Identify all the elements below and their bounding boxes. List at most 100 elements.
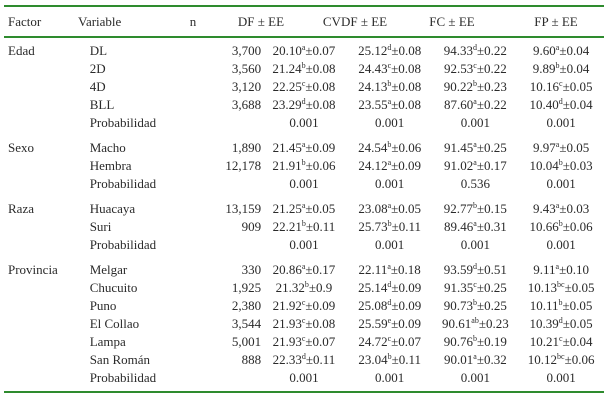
value-cell: 10.12bc±0.06 — [518, 351, 604, 369]
value-cell: 21.93c±0.07 — [261, 333, 347, 351]
significance-letter: a — [387, 262, 391, 271]
factor-cell — [4, 333, 90, 351]
standard-error: ±0.07 — [391, 334, 422, 349]
standard-error: ±0.05 — [562, 298, 593, 313]
value-cell: 94.33d±0.22 — [433, 42, 519, 60]
significance-letter: a — [555, 43, 560, 52]
value-cell: 0.001 — [261, 114, 347, 132]
value-cell: 9.43a±0.03 — [518, 200, 604, 218]
n-cell: 13,159 — [225, 201, 262, 216]
significance-letter: a — [301, 262, 306, 271]
standard-error: ±0.07 — [305, 43, 336, 58]
value-cell: 25.14d±0.09 — [347, 279, 433, 297]
value-cell: 21.93c±0.08 — [261, 315, 347, 333]
mean-value: 10.39 — [529, 316, 559, 331]
mean-value: 9.60 — [533, 43, 556, 58]
significance-letter: b — [558, 219, 563, 228]
significance-letter: c — [301, 334, 306, 343]
factor-cell — [4, 218, 90, 236]
mean-value: 21.93 — [272, 334, 302, 349]
value-cell: 92.77b±0.15 — [433, 200, 519, 218]
variable-cell: El Collao — [89, 316, 140, 331]
factor-cell: Edad — [8, 43, 35, 58]
table-row: BLL 3,688 23.29d±0.08 23.55a±0.08 87.60a±0.2… — [4, 96, 604, 114]
mean-value: 92.53 — [444, 61, 474, 76]
standard-error: ±0.08 — [391, 43, 422, 58]
value-cell: 10.13bc±0.05 — [518, 279, 604, 297]
significance-letter: b — [301, 219, 306, 228]
standard-error: ±0.25 — [477, 298, 507, 313]
value-cell: 22.21b±0.11 — [261, 218, 347, 236]
significance-letter: d — [473, 43, 478, 52]
mean-value: 0.001 — [546, 237, 576, 252]
mean-value: 21.25 — [272, 201, 302, 216]
n-cell — [175, 369, 261, 387]
significance-letter: d — [301, 352, 306, 361]
standard-error: ±0.05 — [559, 140, 590, 155]
value-cell: 22.11a±0.18 — [347, 261, 433, 279]
value-cell: 10.66b±0.06 — [518, 218, 604, 236]
group-spacer — [4, 254, 604, 261]
value-cell: 10.40d±0.04 — [518, 96, 604, 114]
n-cell: 1,925 — [231, 280, 262, 295]
value-cell: 21.25a±0.05 — [261, 200, 347, 218]
significance-letter: bc — [557, 352, 565, 361]
mean-value: 0.001 — [289, 237, 319, 252]
mean-value: 0.001 — [546, 370, 576, 385]
value-cell: 23.08a±0.05 — [347, 200, 433, 218]
value-cell: 21.45a±0.09 — [261, 139, 347, 157]
mean-value: 0.001 — [460, 237, 490, 252]
standard-error: ±0.18 — [390, 262, 421, 277]
value-cell: 24.72c±0.07 — [347, 333, 433, 351]
variable-cell: Probabilidad — [89, 370, 157, 385]
significance-letter: c — [559, 79, 563, 88]
standard-error: ±0.19 — [477, 334, 507, 349]
value-cell: 0.001 — [261, 236, 347, 254]
n-cell: 12,178 — [225, 158, 262, 173]
value-cell: 10.21c±0.04 — [518, 333, 604, 351]
mean-value: 10.13 — [527, 280, 557, 295]
factor-cell — [4, 369, 90, 387]
table-row: 2D 3,560 21.24b±0.08 24.43c±0.08 92.53c±0.22… — [4, 60, 604, 78]
significance-letter: d — [558, 97, 563, 106]
mean-value: 10.11 — [529, 298, 559, 313]
n-cell: 3,688 — [231, 97, 262, 112]
significance-letter: b — [387, 140, 392, 149]
standard-error: ±0.25 — [476, 280, 507, 295]
standard-error: ±0.22 — [476, 97, 507, 112]
mean-value: 20.86 — [272, 262, 302, 277]
factor-cell — [4, 157, 90, 175]
variable-cell: Macho — [89, 140, 126, 155]
value-cell: 9.89b±0.04 — [518, 60, 604, 78]
standard-error: ±0.08 — [391, 61, 422, 76]
significance-letter: b — [558, 298, 563, 307]
standard-error: ±0.06 — [564, 352, 595, 367]
variable-cell: Probabilidad — [89, 237, 157, 252]
factor-cell — [4, 175, 90, 193]
mean-value: 0.001 — [289, 176, 319, 191]
mean-value: 24.54 — [358, 140, 388, 155]
value-cell: 24.13b±0.08 — [347, 78, 433, 96]
variable-cell: San Román — [89, 352, 151, 367]
significance-letter: a — [473, 219, 477, 228]
factor-cell: Raza — [8, 201, 34, 216]
variable-cell: BLL — [89, 97, 115, 112]
mean-value: 0.001 — [289, 115, 319, 130]
factor-cell — [4, 236, 90, 254]
value-cell: 10.16c±0.05 — [518, 78, 604, 96]
standard-error: ±0.05 — [562, 79, 593, 94]
header-df: DF ± EE — [237, 14, 285, 29]
table-row: Raza Huacaya 13,159 21.25a±0.05 23.08a±0.05 9… — [4, 200, 604, 218]
factor-cell — [4, 351, 90, 369]
standard-error: ±0.32 — [476, 352, 507, 367]
factor-cell — [4, 114, 90, 132]
significance-letter: c — [301, 298, 306, 307]
significance-letter: d — [473, 262, 478, 271]
mean-value: 10.16 — [529, 79, 559, 94]
results-table: Factor Variable n DF ± EE CVDF ± EE FC ±… — [4, 7, 608, 36]
header-n: n — [189, 14, 197, 29]
standard-error: ±0.08 — [305, 79, 336, 94]
value-cell: 0.001 — [518, 369, 604, 387]
table-row: Sexo Macho 1,890 21.45a±0.09 24.54b±0.06 91.4… — [4, 139, 604, 157]
n-cell: 3,120 — [231, 79, 262, 94]
